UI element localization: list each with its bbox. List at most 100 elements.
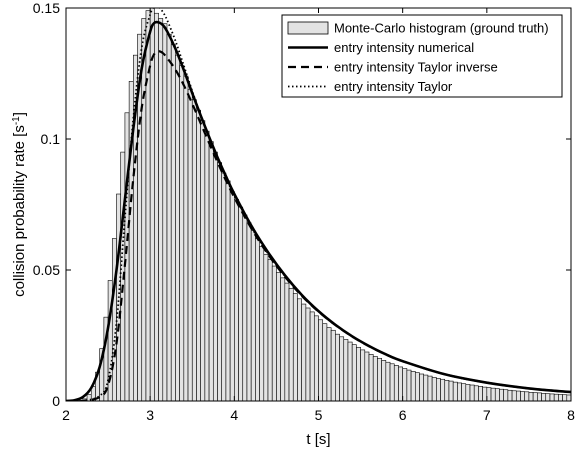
histogram-bar <box>183 75 189 401</box>
histogram-bar <box>389 363 395 401</box>
histogram-bar <box>330 329 336 401</box>
x-axis-ticks: 2 3 4 5 6 7 8 <box>62 8 575 423</box>
legend-label-histogram: Monte-Carlo histogram (ground truth) <box>334 21 549 36</box>
y-tick-label: 0.05 <box>33 262 60 278</box>
histogram-bar <box>486 387 492 401</box>
histogram-bar <box>419 373 425 401</box>
x-tick-label: 3 <box>146 407 154 423</box>
histogram-bar <box>545 393 551 401</box>
histogram-bar <box>515 390 521 401</box>
histogram-bar <box>234 198 239 401</box>
histogram-bar <box>490 387 496 401</box>
histogram-bar <box>212 151 218 401</box>
histogram-bar <box>511 390 517 401</box>
histogram-bar <box>297 298 302 401</box>
histogram-bar <box>372 356 378 401</box>
histogram-bar <box>301 303 307 401</box>
histogram-bar <box>217 162 223 401</box>
histogram-bar <box>170 44 176 401</box>
histogram-bar <box>141 18 147 401</box>
histogram-bar <box>267 259 273 401</box>
legend-entry-taylor-inverse: entry intensity Taylor inverse <box>288 60 498 75</box>
histogram-bar <box>339 336 345 401</box>
histogram-bar <box>507 389 513 401</box>
histogram-bar <box>284 282 290 401</box>
histogram-bar <box>457 382 462 401</box>
histogram-bar <box>410 371 416 401</box>
histogram-bar <box>473 385 479 401</box>
y-axis-ticks: 0 0.05 0.1 0.15 <box>33 0 571 409</box>
histogram-bar <box>398 366 403 401</box>
histogram-bar <box>111 238 117 401</box>
histogram-bar <box>200 120 206 401</box>
histogram-bars <box>82 8 571 401</box>
histogram-bar <box>343 339 349 401</box>
histogram-bar <box>288 288 294 401</box>
y-axis-label-superscript: -1 <box>11 116 22 125</box>
histogram-bar <box>238 206 244 401</box>
x-tick-label: 7 <box>483 407 491 423</box>
x-tick-label: 6 <box>399 407 407 423</box>
histogram-bar <box>520 391 526 401</box>
histogram-bar <box>242 214 248 401</box>
histogram-bar <box>347 341 353 401</box>
x-tick-label: 2 <box>62 407 70 423</box>
histogram-bar <box>499 388 504 401</box>
histogram-bar <box>444 379 450 401</box>
histogram-bar <box>221 172 227 401</box>
histogram-bar <box>166 33 172 401</box>
histogram-bar <box>558 394 563 401</box>
histogram-bar <box>549 393 555 401</box>
histogram-bar <box>448 380 454 401</box>
histogram-bar <box>187 88 193 401</box>
histogram-bar <box>494 388 500 401</box>
histogram-bar <box>351 344 357 401</box>
histogram-bar <box>423 374 429 401</box>
histogram-bar <box>255 238 260 401</box>
y-axis-label: collision probability rate [s-1] <box>11 112 29 297</box>
histogram-bar <box>364 351 370 401</box>
histogram-bar <box>250 230 256 401</box>
y-tick-label: 0.1 <box>41 131 61 147</box>
histogram-bar <box>276 272 281 401</box>
histogram-bar <box>326 327 332 401</box>
histogram-bar <box>528 392 534 401</box>
histogram-bar <box>263 253 269 401</box>
histogram-bar <box>381 360 387 401</box>
legend-label-numerical: entry intensity numerical <box>334 40 474 55</box>
histogram-bar <box>393 365 399 401</box>
histogram-bar <box>271 265 277 401</box>
histogram-bar <box>335 333 340 401</box>
histogram-bar <box>368 354 374 401</box>
histogram-bar <box>124 112 130 401</box>
histogram-bar <box>469 384 475 401</box>
histogram-bar <box>196 109 201 401</box>
y-tick-label: 0.15 <box>33 0 60 16</box>
histogram-bar <box>229 191 235 401</box>
histogram-bar <box>191 99 197 401</box>
histogram-bar <box>305 307 311 401</box>
histogram-bar <box>318 319 324 401</box>
series-lines <box>66 8 571 401</box>
histogram-bar <box>562 394 568 401</box>
histogram-bar <box>246 222 252 401</box>
legend: Monte-Carlo histogram (ground truth) ent… <box>281 14 563 98</box>
histogram-bar <box>541 393 547 401</box>
histogram-bar <box>465 384 471 401</box>
histogram-bar <box>175 54 180 401</box>
histogram-bar <box>280 277 286 401</box>
legend-label-taylor: entry intensity Taylor <box>334 79 453 94</box>
y-axis-label-main: collision probability rate [s <box>11 125 28 297</box>
histogram-bar <box>377 357 382 401</box>
legend-swatch-histogram <box>287 21 329 35</box>
x-tick-label: 5 <box>315 407 323 423</box>
histogram-bar <box>436 378 441 401</box>
histogram-bar <box>537 392 542 401</box>
legend-box <box>281 14 563 98</box>
histogram-bar <box>532 392 538 401</box>
legend-entry-numerical: entry intensity numerical <box>288 40 474 55</box>
histogram-bar <box>440 378 446 401</box>
legend-entry-histogram: Monte-Carlo histogram (ground truth) <box>287 21 549 36</box>
histogram-bar <box>431 377 437 401</box>
